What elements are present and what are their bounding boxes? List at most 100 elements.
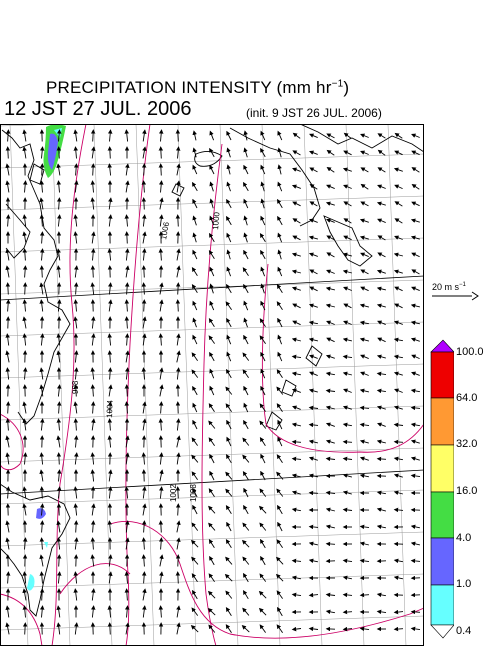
wind-arrow [124,384,130,397]
wind-arrow [57,299,62,312]
isobars [0,124,424,646]
wind-arrow [39,452,44,465]
wind-arrow [410,626,421,632]
wind-arrow [360,201,369,207]
wind-arrow [22,401,27,414]
wind-arrow [176,605,181,618]
wind-arrow [243,487,249,498]
wind-arrow [22,367,28,380]
wind-arrow [108,554,113,567]
wind-arrow [259,573,267,582]
wind-arrow [209,283,214,294]
wind-arrow [394,218,403,224]
wind-arrow [192,402,198,413]
wind-arrow [309,286,318,292]
wind-arrow [410,558,421,564]
wind-arrow [276,471,284,480]
wind-arrow [342,405,352,410]
wind-arrow [175,299,181,312]
wind-arrow [22,231,27,244]
wind-arrow [309,201,318,207]
wind-arrow [56,622,61,635]
wind-arrow [90,384,96,397]
wind-arrow [5,146,11,159]
wind-arrow [326,149,335,156]
wind-arrow [243,334,249,345]
wind-arrow [107,520,112,533]
wind-arrow [377,184,386,189]
wind-arrow [359,626,370,632]
wind-arrow [277,351,283,362]
wind-arrow [393,626,404,632]
wind-arrow [359,337,370,342]
wind-arrow [39,520,45,533]
wind-arrow [39,214,45,227]
wind-arrow [394,286,403,292]
wind-arrow [22,588,27,601]
wind-arrow [243,232,248,243]
wind-arrow [208,624,216,633]
wind-arrow [108,469,113,482]
wind-arrow [292,201,301,207]
wind-arrow [226,368,232,379]
lat-lon-grid [0,124,424,646]
wind-arrow [108,299,113,312]
wind-arrow [291,286,301,291]
wind-arrow [260,300,266,311]
wind-arrow [125,180,130,193]
wind-arrow [90,469,95,482]
wind-arrow [410,456,420,461]
wind-arrow [291,337,302,342]
colorbar-04-1 [430,584,454,626]
wind-arrow [393,354,403,360]
wind-arrow [277,249,282,260]
wind-arrow [276,454,283,463]
wind-arrow [5,571,11,584]
wind-arrow [208,318,215,328]
wind-arrow [411,371,420,376]
wind-arrow [22,265,28,278]
wind-arrow [158,605,164,618]
wind-arrow [91,418,96,431]
wind-arrow [124,486,129,499]
wind-arrow [192,487,198,498]
wind-arrow [277,606,283,617]
wind-arrow [292,132,301,139]
wind-arrow [360,286,369,292]
meridian-line [303,124,323,646]
wind-arrow [410,439,420,444]
wind-arrow [22,503,27,516]
wind-arrow [108,486,113,499]
wind-arrow [124,214,130,227]
wind-arrow [90,265,96,278]
wind-arrow [343,235,352,241]
wind-arrow [277,215,283,226]
wind-arrow [242,267,249,276]
colorbar-tick: 64.0 [456,392,478,404]
wind-arrow [377,133,386,139]
wind-arrow [209,215,215,226]
wind-arrow [226,283,232,294]
wind-arrow [411,133,420,138]
wind-arrow [192,147,197,158]
wind-arrow [56,197,62,210]
wind-arrow [308,320,318,326]
wind-arrow [410,218,420,223]
parallel-line [0,279,424,295]
wind-arrow [5,622,10,635]
wind-arrow [175,282,181,295]
reference-vector-exponent: −1 [459,282,466,288]
wind-arrow [226,351,232,362]
wind-arrow [91,503,96,516]
wind-arrow [158,520,164,533]
wind-arrow [73,588,78,601]
wind-arrow [260,555,266,566]
wind-arrow [56,129,62,142]
wind-arrow [124,571,130,584]
wind-arrow [124,282,130,295]
wind-arrow [56,350,61,363]
wind-arrow [325,439,335,444]
wind-arrow [276,403,283,413]
wind-arrow [5,367,10,380]
wind-arrow [342,473,353,478]
